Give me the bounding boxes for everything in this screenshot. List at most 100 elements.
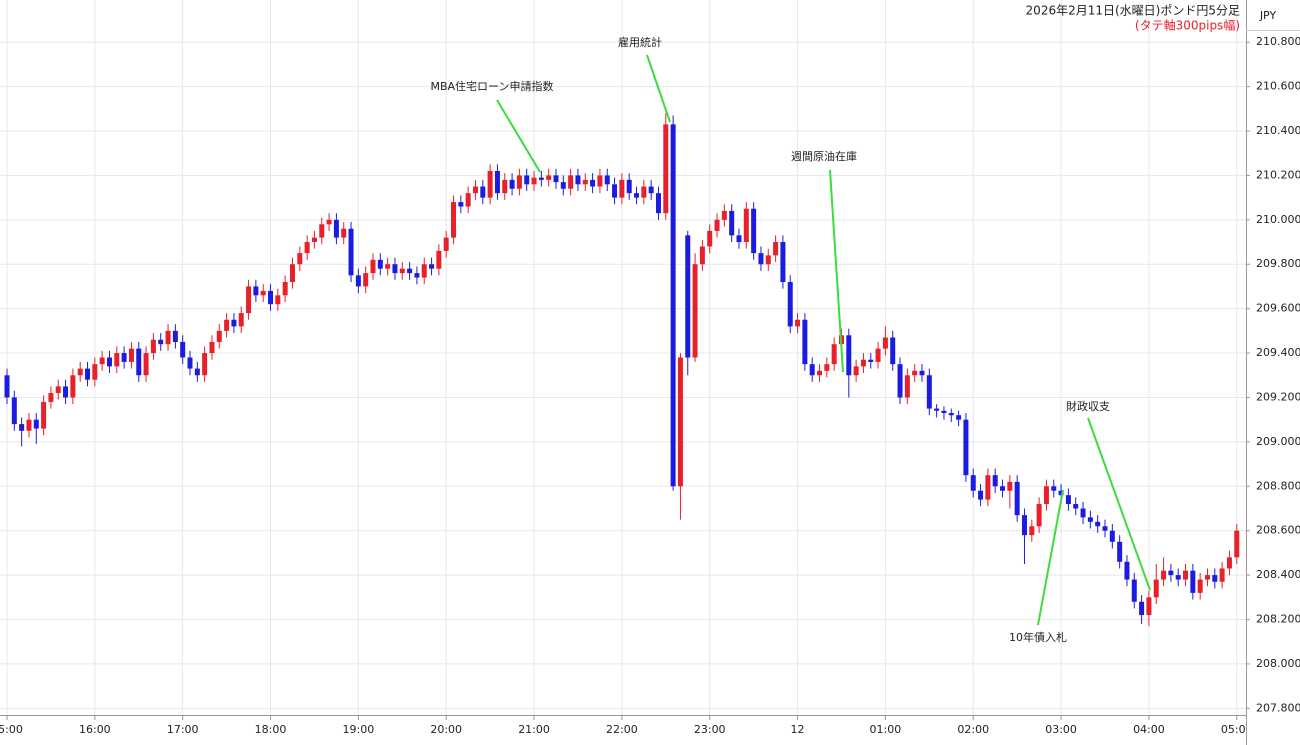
candle-body (655, 193, 661, 214)
candle-body (451, 202, 457, 238)
candle-body (1234, 530, 1240, 558)
candle-body (743, 208, 749, 243)
candle-body (736, 235, 742, 243)
candle-body (253, 286, 259, 296)
candle-body (846, 335, 852, 376)
candle-body (297, 253, 303, 265)
y-axis: 207.800 208.000 208.200 208.400 208.600 208.8… (1246, 35, 1300, 714)
candle-body (407, 268, 413, 274)
candles (4, 113, 1240, 627)
candle-body (948, 413, 954, 416)
candle-body (304, 242, 310, 254)
x-tick-label: 22:00 (606, 723, 638, 736)
candle-body (1161, 570, 1167, 580)
candle-body (692, 264, 698, 358)
annotation-text: 財政収支 (1066, 399, 1110, 413)
y-tick-label: 209.200 (1256, 390, 1300, 403)
y-tick-label: 207.800 (1256, 701, 1300, 714)
x-tick-label: 17:00 (167, 723, 199, 736)
candle-body (165, 330, 171, 345)
candle-body (860, 359, 866, 367)
candle-body (1051, 486, 1057, 491)
candle-body (1175, 575, 1181, 580)
candle-body (121, 353, 127, 362)
candle-body (1007, 481, 1013, 491)
candle-body (926, 375, 932, 409)
candle-body (443, 237, 449, 251)
candle-body (568, 175, 574, 189)
candle-body (399, 268, 405, 274)
x-tick-label: 21:00 (518, 723, 550, 736)
candle-body (641, 186, 647, 198)
x-tick-label: 15:00 (0, 723, 23, 736)
candle-body (143, 353, 149, 376)
candle-body (597, 175, 603, 187)
candle-body (919, 370, 925, 376)
candle-body (868, 359, 874, 362)
candle-body (1058, 490, 1064, 496)
y-tick-label: 208.600 (1256, 524, 1300, 537)
candle-body (626, 179, 632, 194)
x-tick-label: 02:00 (957, 723, 989, 736)
chart-title: 2026年2月11日(水曜日)ポンド円5分足 (1026, 4, 1240, 18)
candle-body (63, 386, 69, 398)
candle-body (326, 219, 332, 225)
candle-body (612, 184, 618, 198)
x-tick-label: 23:00 (694, 723, 726, 736)
candle-body (92, 364, 98, 380)
candle-body (809, 364, 815, 376)
candle-body (699, 246, 705, 265)
candle-body (85, 368, 91, 380)
candle-body (538, 177, 544, 180)
candle-body (758, 253, 764, 265)
candle-body (355, 275, 361, 287)
candle-body (1102, 526, 1108, 531)
y-tick-label: 210.600 (1256, 80, 1300, 93)
candle-body (77, 368, 83, 376)
candle-body (472, 186, 478, 194)
candle-body (128, 348, 134, 362)
y-tick-label: 209.000 (1256, 435, 1300, 448)
candle-body (429, 264, 435, 269)
candle-body (150, 339, 156, 354)
candle-body (458, 202, 464, 207)
grid (0, 0, 1246, 715)
candle-body (231, 319, 237, 327)
candle-body (882, 337, 888, 349)
y-tick-label: 210.000 (1256, 213, 1300, 226)
candle-body (824, 364, 830, 371)
y-tick-label: 208.400 (1256, 568, 1300, 581)
candle-body (663, 124, 669, 214)
candle-body (619, 179, 625, 198)
candle-body (634, 193, 640, 198)
candle-body (1139, 601, 1145, 616)
candle-body (55, 386, 61, 394)
candle-body (114, 353, 120, 367)
candle-body (282, 282, 288, 296)
candle-body (333, 219, 339, 238)
candle-body (1073, 504, 1079, 509)
candle-body (773, 242, 779, 256)
x-tick-label: 16:00 (79, 723, 111, 736)
x-tick-label: 20:00 (430, 723, 462, 736)
candle-body (978, 490, 984, 500)
candle-body (1212, 575, 1218, 582)
candle-body (956, 415, 962, 420)
candle-body (502, 179, 508, 194)
candle-body (26, 419, 32, 431)
y-tick-label: 209.400 (1256, 346, 1300, 359)
candle-body (941, 410, 947, 414)
candle-body (436, 250, 442, 269)
candle-body (912, 370, 918, 376)
candle-body (41, 401, 47, 429)
candle-body (319, 224, 325, 238)
annotation-text: 雇用統計 (618, 35, 662, 49)
candle-body (48, 393, 54, 402)
candle-body (275, 295, 281, 305)
x-tick-label: 18:00 (255, 723, 287, 736)
x-tick-label: 05:00 (1221, 723, 1253, 736)
candle-body (1109, 530, 1115, 542)
candle-body (421, 264, 427, 278)
candle-body (795, 319, 801, 327)
candle-body (553, 175, 559, 183)
